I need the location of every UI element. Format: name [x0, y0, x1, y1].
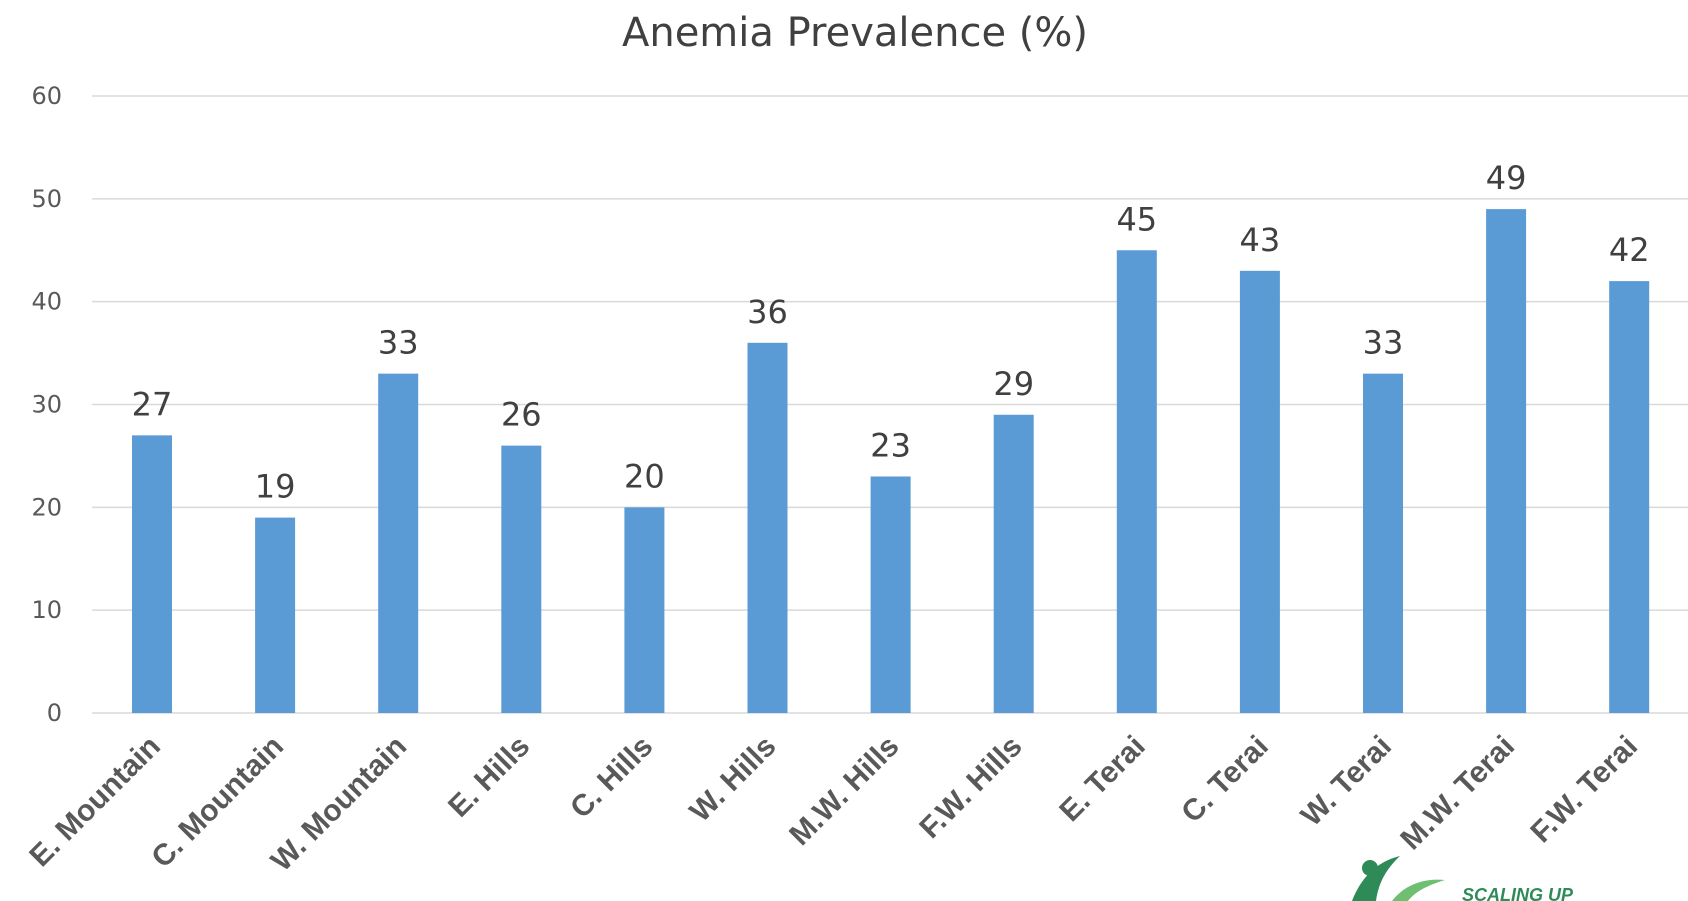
data-label: 19 [255, 468, 296, 506]
y-tick-label: 50 [31, 185, 62, 213]
bar [870, 476, 911, 713]
data-label: 26 [501, 396, 542, 434]
y-tick-label: 30 [31, 391, 62, 419]
x-tick-label: E. Terai [1053, 730, 1151, 828]
data-label: 27 [132, 385, 173, 423]
data-label: 45 [1116, 200, 1157, 238]
y-tick-label: 20 [31, 493, 62, 521]
bar [747, 342, 788, 713]
scaling-up-logo: SCALING UP [1352, 856, 1574, 901]
bar [378, 373, 419, 713]
data-label: 43 [1240, 221, 1281, 259]
data-label: 23 [870, 426, 911, 464]
leaf-icon [1392, 879, 1445, 901]
data-labels: 27 19 33 26 20 36 23 29 45 43 33 49 42 [132, 159, 1650, 506]
x-tick-label: W. Hills [684, 730, 783, 829]
bar [1363, 373, 1403, 713]
y-tick-label: 40 [31, 288, 62, 316]
x-tick-label: F.W. Terai [1525, 730, 1645, 850]
data-label: 20 [624, 457, 665, 495]
y-tick-label: 10 [31, 596, 62, 624]
x-tick-label: M.W. Terai [1394, 730, 1521, 857]
x-tick-label: E. Hills [442, 730, 536, 824]
data-label: 36 [747, 293, 788, 331]
data-label: 33 [378, 324, 419, 362]
x-tick-label: C. Hills [564, 730, 659, 825]
data-label: 29 [993, 365, 1034, 403]
data-label: 49 [1486, 159, 1527, 197]
bar [501, 445, 542, 713]
x-tick-label: W. Terai [1295, 730, 1398, 833]
x-tick-label: C. Terai [1175, 730, 1275, 830]
x-tick-label: M.W. Hills [783, 730, 905, 852]
bar [1116, 250, 1157, 713]
y-tick-label: 60 [31, 82, 62, 110]
bar [1239, 270, 1280, 713]
leaf-icon [1352, 856, 1400, 901]
data-label: 42 [1609, 231, 1650, 269]
x-tick-label: F.W. Hills [913, 730, 1028, 845]
bar [132, 435, 172, 713]
y-tick-label: 0 [47, 699, 62, 727]
bars [132, 209, 1650, 713]
bar [255, 517, 296, 713]
chart-title: Anemia Prevalence (%) [622, 10, 1088, 56]
data-label: 33 [1363, 324, 1404, 362]
bar [993, 414, 1034, 713]
y-axis-ticks: 0 10 20 30 40 50 60 [31, 82, 62, 727]
bar [624, 507, 665, 713]
bar [1609, 281, 1650, 713]
bar [1486, 209, 1527, 713]
logo-text: SCALING UP [1462, 885, 1574, 901]
figure-head-icon [1362, 860, 1378, 876]
